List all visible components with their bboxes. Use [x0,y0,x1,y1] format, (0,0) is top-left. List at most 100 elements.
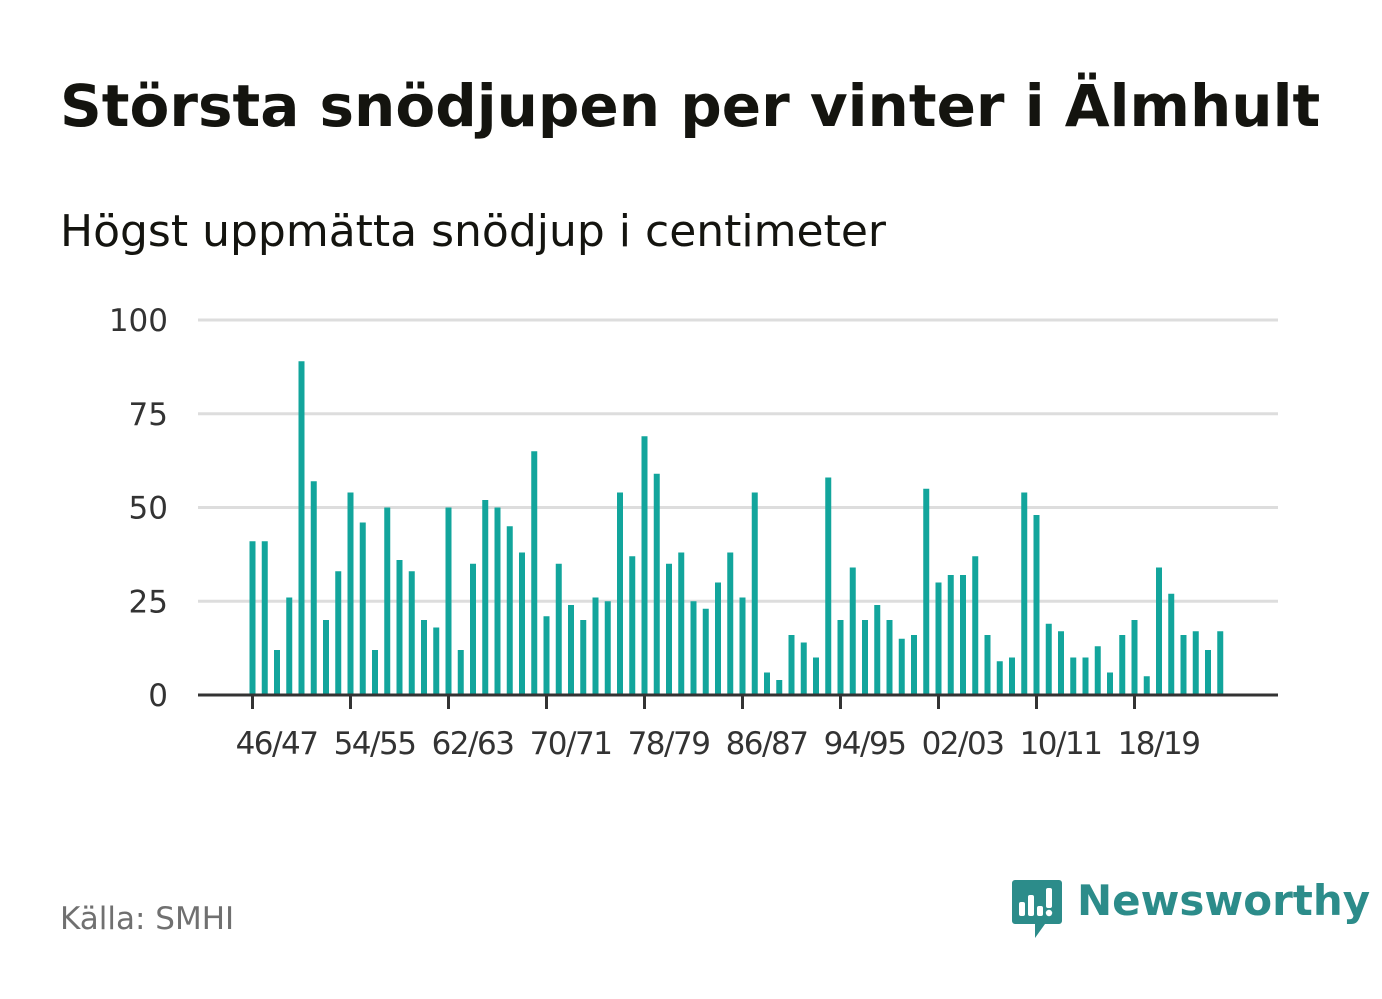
bar-97-98 [874,605,881,695]
bar-57-58 [384,507,391,695]
bar-55-56 [359,522,366,695]
y-tick-label-0: 0 [148,678,168,714]
bar-85-86 [727,552,734,695]
bar-47-48 [261,541,268,695]
y-tick-label-50: 50 [129,491,168,527]
y-tick-label-100: 100 [109,303,168,339]
bar-54-55 [347,492,354,695]
page-title: Största snödjupen per vinter i Älmhult [60,72,1321,140]
bar-06-07 [984,635,991,695]
bar-64-65 [470,563,476,695]
bar-74-75 [592,597,599,695]
bar-81-82 [678,552,685,695]
bar-49-50 [286,597,293,695]
bar-05-06 [972,556,979,695]
bar-22-23 [1180,635,1187,695]
bar-63-64 [457,650,464,695]
bar-14-15 [1082,657,1089,695]
bar-04-05 [960,575,966,695]
x-tick-label-46-47: 46/47 [236,726,318,762]
x-tick-label-10-11: 10/11 [1020,726,1102,762]
bar-08-09 [1009,657,1015,695]
bar-94-95 [837,620,844,695]
bar-01-02 [923,488,930,695]
bar-52-53 [323,620,329,695]
bar-89-90 [776,680,783,695]
x-tick-label-94-95: 94/95 [824,726,906,762]
bar-84-85 [715,582,721,695]
bar-96-97 [862,620,868,695]
bar-13-14 [1070,657,1077,695]
bar-98-99 [886,620,893,695]
bar-16-17 [1107,672,1113,695]
bar-56-57 [372,650,378,695]
bar-95-96 [849,567,856,695]
bar-67-68 [506,526,513,695]
bar-23-24 [1192,631,1199,695]
bar-19-20 [1143,676,1150,695]
y-tick-label-75: 75 [129,397,168,433]
bar-46-47 [249,541,256,695]
bar-66-67 [494,507,501,695]
grid-lines [198,318,1278,603]
bar-11-12 [1045,623,1052,695]
bar-92-93 [813,657,819,695]
bar-51-52 [310,481,317,695]
bar-62-63 [445,507,452,695]
x-tick-label-70-71: 70/71 [530,726,612,762]
bar-72-73 [568,605,574,695]
bar-12-13 [1058,631,1064,695]
y-axis-tick-labels: 0 25 50 75 100 [109,303,168,714]
x-tick-label-78-79: 78/79 [628,726,710,762]
bar-88-89 [764,672,770,695]
x-axis [198,693,1278,709]
bar-50-51 [298,361,305,695]
page-subtitle: Högst uppmätta snödjup i centimeter [60,206,886,257]
bar-15-16 [1094,646,1101,695]
bar-09-10 [1021,492,1028,695]
bar-86-87 [739,597,746,695]
bar-61-62 [433,627,440,695]
bar-80-81 [666,563,672,695]
bar-99-00 [898,638,905,695]
bars [249,361,1224,695]
bar-83-84 [702,608,709,695]
bar-69-70 [531,451,538,695]
bar-00-01 [911,635,917,695]
x-tick-label-62-63: 62/63 [432,726,514,762]
bar-79-80 [653,473,660,695]
brand-logo: Newsworthy [1011,876,1371,940]
bar-87-88 [751,492,758,695]
bar-60-61 [421,620,427,695]
newsworthy-logo-icon [1012,880,1062,938]
bar-03-04 [947,575,954,695]
x-tick-label-86-87: 86/87 [726,726,808,762]
bar-91-92 [800,642,807,695]
bar-82-83 [690,601,697,695]
bar-76-77 [617,492,623,695]
bar-25-26 [1217,631,1224,695]
bar-02-03 [935,582,942,695]
bar-77-78 [629,556,636,695]
bar-53-54 [335,571,342,695]
bar-68-69 [519,552,525,695]
bar-71-72 [555,563,562,695]
bar-48-49 [274,650,280,695]
bar-21-22 [1168,593,1175,695]
bar-90-91 [788,635,795,695]
bar-75-76 [604,601,611,695]
bar-07-08 [996,661,1003,695]
bar-20-21 [1156,567,1162,695]
bar-24-25 [1205,650,1211,695]
y-tick-label-25: 25 [129,584,168,620]
bar-10-11 [1033,515,1040,695]
bar-78-79 [641,436,648,695]
brand-name: Newsworthy [1077,876,1371,925]
bar-59-60 [408,571,415,695]
bar-70-71 [543,616,550,695]
bar-17-18 [1119,635,1126,695]
bar-73-74 [580,620,587,695]
source-note: Källa: SMHI [60,901,235,937]
x-tick-label-02-03: 02/03 [922,726,1004,762]
